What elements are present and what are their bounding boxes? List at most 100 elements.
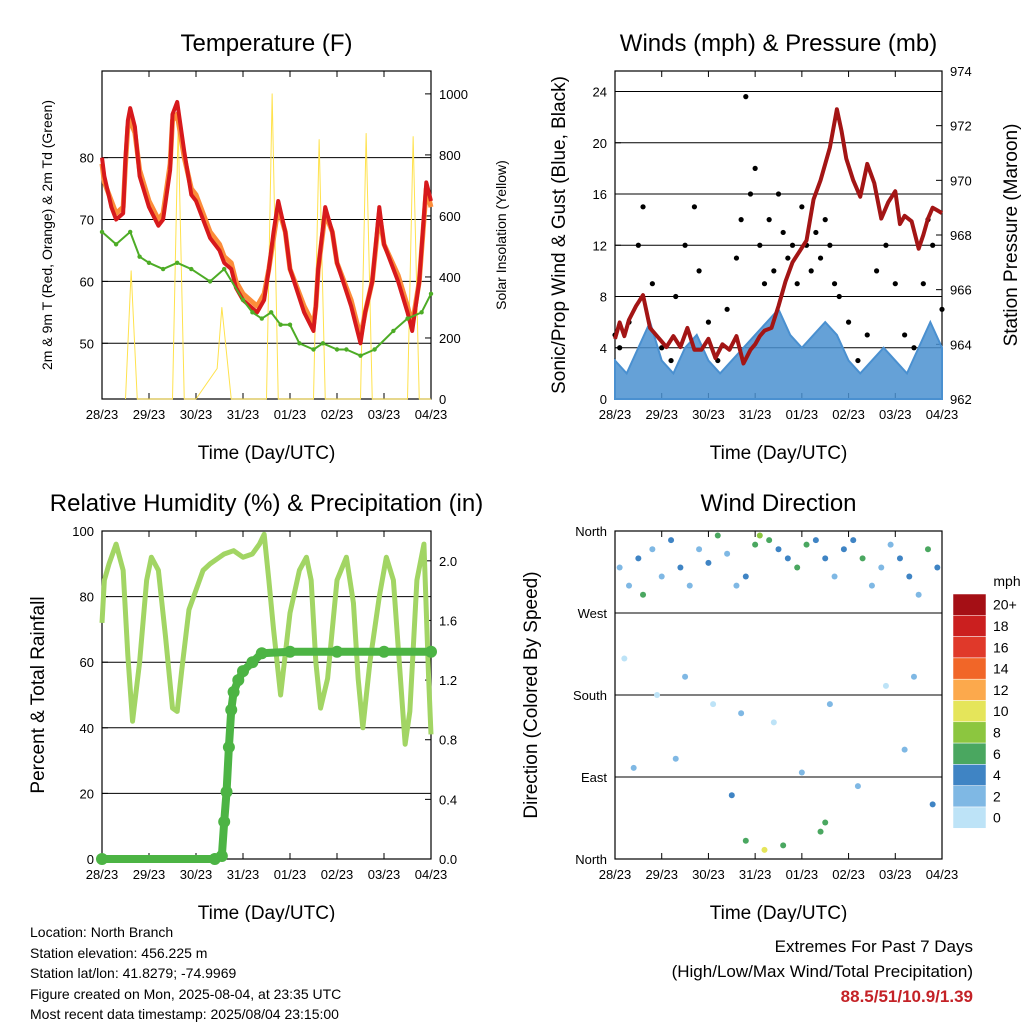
y-tick-label: East bbox=[581, 770, 607, 785]
latest-timestamp-text: Most recent data timestamp: 2025/08/04 2… bbox=[30, 1006, 339, 1022]
dewpoint-point bbox=[428, 291, 434, 296]
x-tick-label: 28/23 bbox=[86, 407, 119, 422]
y-right-tick-label: 0 bbox=[439, 392, 446, 407]
gust-point bbox=[892, 281, 898, 287]
gust-point bbox=[649, 281, 655, 287]
y-right-tick-label: 964 bbox=[950, 337, 972, 352]
chart-title: Winds (mph) & Pressure (mb) bbox=[620, 30, 937, 57]
direction-point bbox=[817, 828, 824, 835]
dewpoint-point bbox=[320, 341, 326, 346]
direction-point bbox=[780, 842, 787, 849]
dewpoint-point bbox=[391, 328, 396, 334]
dewpoint-point bbox=[222, 266, 227, 272]
dewpoint-point bbox=[113, 242, 119, 247]
y-tick-label: 8 bbox=[600, 290, 607, 305]
y-right-tick-label: 200 bbox=[439, 331, 461, 346]
colorbar-label: 20+ bbox=[993, 597, 1017, 613]
direction-point bbox=[640, 591, 647, 598]
colorbar-swatch bbox=[952, 615, 987, 637]
y-tick-label: 4 bbox=[600, 341, 607, 356]
direction-point bbox=[705, 559, 712, 566]
direction-point bbox=[742, 837, 749, 844]
dewpoint-point bbox=[189, 266, 194, 272]
y-tick-label: 60 bbox=[80, 274, 94, 289]
precip-point bbox=[232, 674, 245, 687]
dewpoint-point bbox=[250, 310, 255, 315]
colorbar-label: 16 bbox=[993, 639, 1009, 655]
direction-point bbox=[822, 555, 829, 562]
direction-point bbox=[915, 591, 922, 598]
y-tick-label: North bbox=[575, 524, 607, 539]
x-tick-label: 29/23 bbox=[133, 407, 166, 422]
dewpoint-point bbox=[240, 297, 246, 303]
colorbar-label: 2 bbox=[993, 788, 1001, 804]
x-tick-label: 29/23 bbox=[645, 407, 678, 422]
colorbar-label: 8 bbox=[993, 724, 1001, 740]
precip-point bbox=[237, 665, 249, 678]
direction-point bbox=[924, 546, 931, 553]
y-right-tick-label: 400 bbox=[439, 270, 461, 285]
x-tick-label: 31/23 bbox=[739, 867, 772, 882]
gust-point bbox=[845, 319, 852, 325]
gust-point bbox=[836, 293, 842, 300]
precip-line bbox=[102, 647, 431, 863]
station-info: Location: North Branch Station elevation… bbox=[30, 922, 341, 1025]
gust-point bbox=[766, 217, 772, 223]
gust-point bbox=[822, 217, 828, 223]
colorbar-label: 4 bbox=[993, 767, 1001, 783]
direction-point bbox=[929, 801, 936, 808]
y-right-tick-label: 0.0 bbox=[439, 852, 457, 867]
direction-point bbox=[626, 582, 633, 589]
y-tick-label: 80 bbox=[80, 590, 94, 605]
direction-point bbox=[682, 673, 689, 680]
solar-insolation-line bbox=[125, 93, 431, 400]
gust-point bbox=[831, 281, 838, 287]
direction-point bbox=[878, 564, 885, 571]
direction-point bbox=[831, 573, 838, 580]
dewpoint-point bbox=[128, 229, 133, 235]
colorbar-label: 12 bbox=[993, 682, 1009, 698]
y-tick-label: West bbox=[578, 606, 608, 621]
x-tick-label: 02/23 bbox=[321, 867, 354, 882]
gust-point bbox=[864, 332, 870, 338]
x-tick-label: 02/23 bbox=[832, 867, 865, 882]
precip-point bbox=[215, 850, 228, 863]
x-tick-label: 04/23 bbox=[415, 407, 448, 422]
gust-point bbox=[799, 204, 805, 210]
x-tick-label: 29/23 bbox=[645, 867, 678, 882]
direction-point bbox=[770, 719, 777, 726]
colorbar-label: 18 bbox=[993, 618, 1009, 634]
figure-canvas: Temperature (F) 28/23 29/23 30/23 31/23 01/23… bbox=[28, 30, 1022, 922]
x-tick-label: 01/23 bbox=[786, 407, 819, 422]
gust-point bbox=[794, 281, 800, 287]
dewpoint-point bbox=[259, 316, 264, 321]
dewpoint-point bbox=[207, 279, 213, 284]
x-tick-label: 28/23 bbox=[599, 407, 632, 422]
colorbar-swatch bbox=[952, 593, 987, 616]
x-tick-label: 03/23 bbox=[368, 867, 401, 882]
y-tick-label: 80 bbox=[80, 151, 94, 166]
colorbar-swatch bbox=[952, 700, 987, 723]
gust-point bbox=[691, 204, 698, 210]
colorbar-swatch bbox=[952, 657, 987, 680]
y-tick-label: 24 bbox=[593, 85, 607, 100]
precip-point bbox=[425, 645, 437, 658]
direction-point bbox=[822, 819, 829, 826]
precip-point bbox=[246, 656, 259, 669]
y-right-tick-label: 1.6 bbox=[439, 613, 457, 628]
y-tick-label: 40 bbox=[80, 721, 94, 736]
colorbar-label: 10 bbox=[993, 703, 1009, 719]
extremes-values: 88.5/51/10.9/1.39 bbox=[840, 987, 973, 1006]
elevation-text: Station elevation: 456.225 m bbox=[30, 944, 208, 961]
dewpoint-point bbox=[269, 310, 274, 315]
gust-point bbox=[673, 293, 679, 300]
gust-point bbox=[747, 191, 754, 197]
direction-point bbox=[887, 541, 894, 548]
colorbar-label: 6 bbox=[993, 746, 1001, 762]
x-axis-label: Time (Day/UTC) bbox=[710, 443, 848, 464]
y-right-tick-label: 1000 bbox=[439, 87, 468, 102]
colorbar-swatch bbox=[952, 742, 987, 765]
precip-point bbox=[255, 647, 268, 660]
y-right-tick-label: 974 bbox=[950, 64, 972, 79]
y-right-axis-label: Solar Insolation (Yellow) bbox=[493, 160, 509, 310]
